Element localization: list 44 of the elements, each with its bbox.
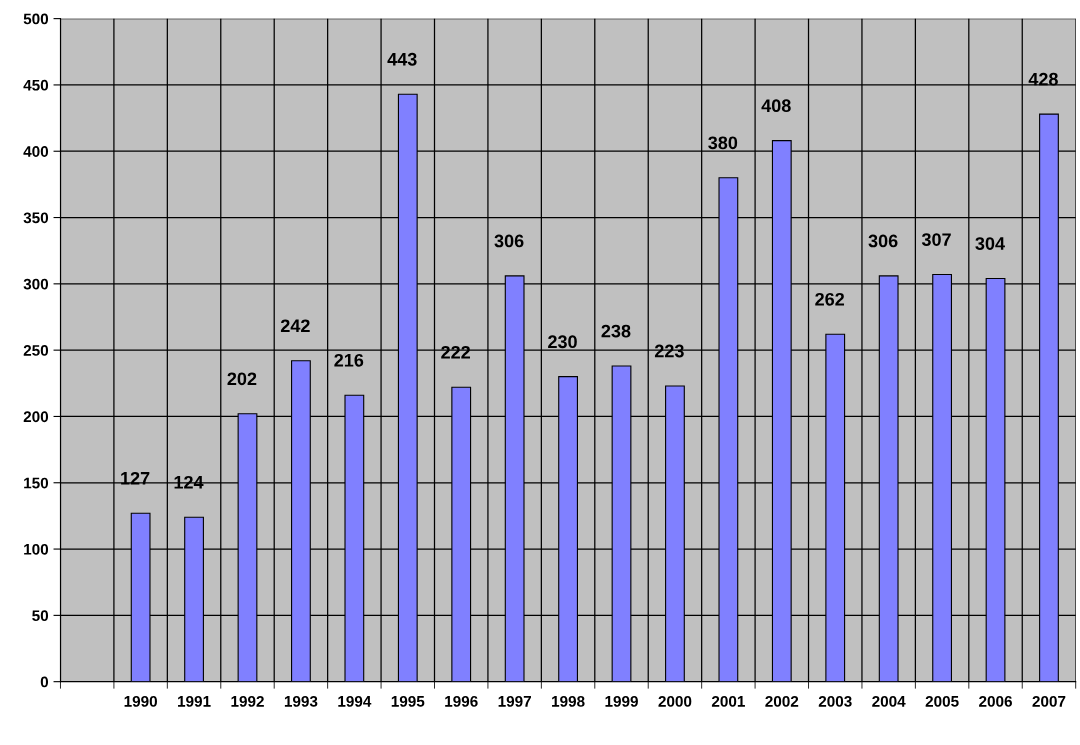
data-label: 408	[761, 99, 791, 113]
y-tick-label: 250	[23, 345, 49, 356]
x-tick-label: 2001	[711, 695, 745, 707]
data-label: 202	[227, 372, 257, 386]
y-tick-label: 50	[32, 610, 49, 622]
data-label: 428	[1028, 72, 1058, 86]
y-tick-label: 100	[24, 543, 49, 555]
data-label: 242	[280, 319, 310, 333]
y-tick-label: 0	[40, 676, 49, 688]
y-tick-label: 450	[23, 79, 49, 91]
y-tick-label: 300	[23, 278, 49, 290]
data-label: 306	[868, 234, 898, 248]
y-tick-label: 350	[23, 212, 49, 224]
data-label: 238	[601, 324, 631, 338]
y-tick-label: 400	[23, 146, 49, 157]
data-label: 306	[494, 234, 524, 248]
x-tick-label: 2005	[925, 695, 959, 707]
x-tick-label: 2002	[765, 695, 799, 707]
y-tick-label: 200	[23, 411, 49, 423]
x-tick-label: 1997	[498, 695, 531, 707]
x-tick-label: 1994	[338, 695, 372, 707]
data-label: 230	[548, 335, 577, 349]
y-tick-label: 500	[23, 13, 49, 25]
x-tick-label: 1993	[284, 695, 318, 707]
x-tick-label: 1990	[124, 695, 157, 707]
x-tick-label: 1998	[552, 695, 585, 707]
data-label: 216	[334, 353, 364, 367]
x-tick-label: 2007	[1032, 695, 1066, 707]
data-label: 380	[708, 136, 738, 150]
x-tick-label: 2006	[979, 695, 1012, 707]
x-tick-label: 1995	[391, 695, 425, 707]
x-tick-label: 2000	[658, 695, 692, 707]
x-tick-label: 2003	[818, 695, 852, 707]
data-label: 127	[121, 471, 150, 485]
y-tick-label: 150	[24, 477, 49, 489]
data-label: 443	[387, 52, 417, 66]
data-label: 262	[815, 292, 845, 306]
x-tick-label: 1996	[445, 695, 478, 707]
data-label: 307	[921, 233, 951, 247]
x-tick-label: 1991	[178, 695, 211, 707]
x-tick-label: 1992	[231, 695, 264, 707]
x-tick-label: 2004	[872, 695, 906, 707]
data-label: 304	[975, 237, 1005, 250]
x-tick-label: 1999	[605, 695, 638, 707]
